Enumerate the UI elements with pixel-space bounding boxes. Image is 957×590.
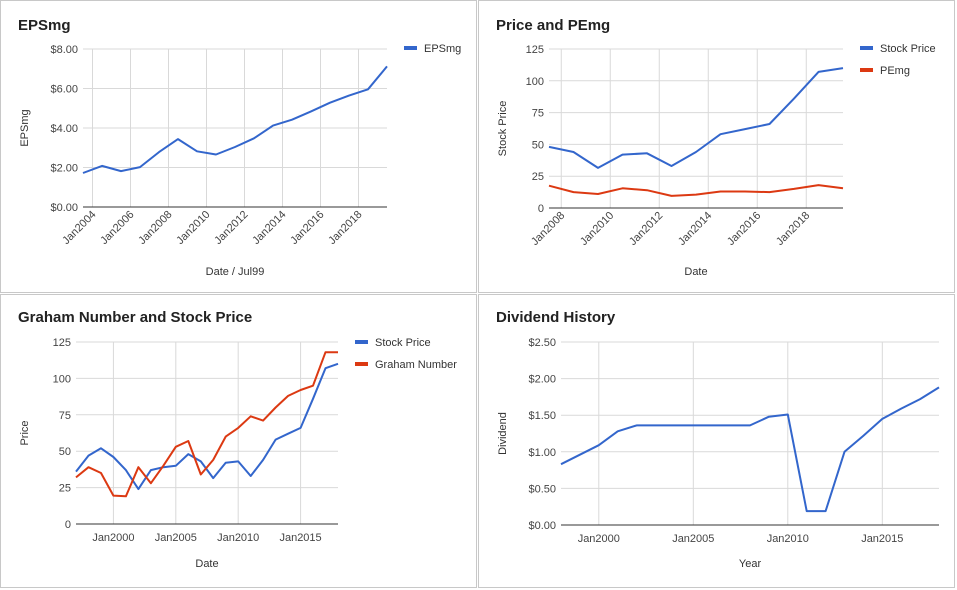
legend-swatch — [355, 340, 368, 344]
x-tick-label: Jan2018 — [774, 210, 812, 248]
y-tick-label: $0.50 — [528, 483, 556, 495]
series-line-stock-price — [75, 362, 339, 491]
legend-swatch — [860, 68, 873, 72]
x-tick-label: Jan2016 — [288, 209, 326, 247]
x-tick-label: Jan2005 — [672, 533, 714, 545]
legend-label: Stock Price — [880, 43, 936, 55]
y-tick-label: $4.00 — [50, 123, 78, 135]
x-tick-label: Jan2018 — [326, 209, 364, 247]
y-axis-title: Stock Price — [497, 101, 509, 157]
chart-title: EPSmg — [18, 17, 71, 34]
x-tick-label: Jan2014 — [250, 209, 288, 247]
y-tick-label: 100 — [53, 373, 71, 385]
legend-label: EPSmg — [424, 43, 461, 55]
x-tick-label: Jan2000 — [92, 532, 134, 544]
y-axis-title: Dividend — [497, 412, 509, 455]
x-tick-label: Jan2010 — [217, 532, 259, 544]
legend-label: PEmg — [880, 65, 910, 77]
x-tick-label: Jan2012 — [212, 209, 250, 247]
y-tick-label: 100 — [526, 76, 544, 88]
chart-svg-price-pemg: Price and PEmg 0 25 50 75 100 125 Jan2008 Jan201… — [496, 17, 936, 278]
chart-title: Price and PEmg — [496, 17, 610, 34]
y-tick-label: 50 — [59, 446, 71, 458]
y-tick-label: $1.50 — [528, 410, 556, 422]
legend-swatch — [355, 362, 368, 366]
chart-svg-graham-number: Graham Number and Stock Price 0 25 50 75 100 1… — [18, 309, 457, 570]
x-tick-label: Jan2000 — [578, 533, 620, 545]
y-tick-label: 25 — [59, 483, 71, 495]
y-tick-label: $1.00 — [528, 447, 556, 459]
y-tick-label: $2.50 — [528, 337, 556, 349]
y-tick-label: 0 — [65, 519, 71, 531]
y-tick-label: $0.00 — [50, 202, 78, 214]
legend-label: Stock Price — [375, 337, 431, 349]
x-axis-title: Year — [739, 558, 762, 570]
chart-panel-dividend-history: Dividend History $0.00 $0.50 $1.00 $1.50 $2.0… — [478, 294, 955, 588]
y-tick-label: 75 — [532, 108, 544, 120]
y-axis-title: Price — [19, 420, 31, 445]
x-tick-label: Jan2006 — [98, 209, 136, 247]
legend-label: Graham Number — [375, 359, 457, 371]
y-axis-title: EPSmg — [19, 109, 31, 146]
y-tick-label: $8.00 — [50, 44, 78, 56]
y-tick-label: 50 — [532, 139, 544, 151]
x-tick-label: Jan2016 — [725, 210, 763, 248]
x-tick-label: Jan2010 — [578, 210, 616, 248]
x-tick-label: Jan2012 — [627, 210, 665, 248]
y-tick-label: 25 — [532, 171, 544, 183]
y-tick-label: $0.00 — [528, 520, 556, 532]
x-tick-label: Jan2010 — [174, 209, 212, 247]
x-axis-title: Date — [684, 266, 707, 278]
x-tick-label: Jan2015 — [861, 533, 903, 545]
x-tick-label: Jan2004 — [60, 209, 98, 247]
chart-panel-epsmg: EPSmg $0.00 $2.00 $4.00 $6.00 $8.00 Jan2004 Jan… — [0, 0, 477, 293]
series-line-pemg — [548, 184, 844, 197]
series-line-graham-number — [75, 351, 338, 498]
x-axis-title: Date / Jul99 — [206, 266, 265, 278]
series-line-epsmg — [82, 65, 388, 174]
x-tick-label: Jan2015 — [279, 532, 321, 544]
y-tick-label: 125 — [526, 44, 544, 56]
chart-svg-dividend-history: Dividend History $0.00 $0.50 $1.00 $1.50 $2.0… — [496, 309, 940, 570]
x-tick-label: Jan2008 — [529, 210, 567, 248]
x-axis-title: Date — [195, 558, 218, 570]
chart-panel-price-pemg: Price and PEmg 0 25 50 75 100 125 Jan2008 Jan201… — [478, 0, 955, 293]
y-tick-label: 125 — [53, 337, 71, 349]
legend-swatch — [404, 46, 417, 50]
y-tick-label: $6.00 — [50, 84, 78, 96]
x-tick-label: Jan2014 — [676, 210, 714, 248]
y-tick-label: $2.00 — [528, 374, 556, 386]
x-tick-label: Jan2005 — [155, 532, 197, 544]
chart-panel-graham-number: Graham Number and Stock Price 0 25 50 75 100 1… — [0, 294, 477, 588]
chart-title: Graham Number and Stock Price — [18, 309, 252, 326]
legend-swatch — [860, 46, 873, 50]
y-tick-label: $2.00 — [50, 163, 78, 175]
chart-title: Dividend History — [496, 309, 616, 326]
y-tick-label: 0 — [538, 203, 544, 215]
series-line-stock-price — [548, 67, 844, 169]
x-tick-label: Jan2008 — [136, 209, 174, 247]
x-tick-label: Jan2010 — [767, 533, 809, 545]
y-tick-label: 75 — [59, 410, 71, 422]
